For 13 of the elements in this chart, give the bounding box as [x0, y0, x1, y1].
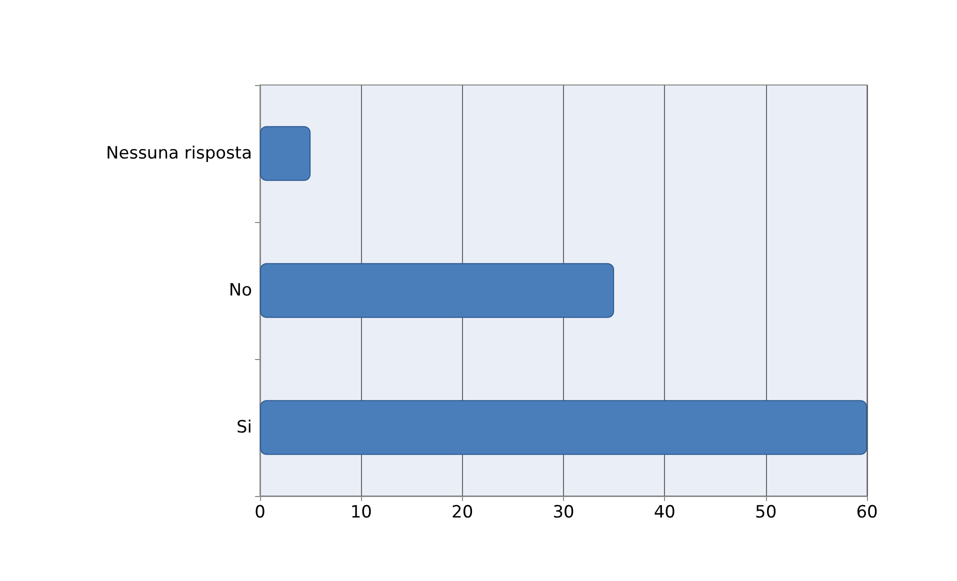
- x-tick-label: 60: [856, 502, 878, 522]
- x-tick-label: 0: [254, 502, 266, 522]
- bar: [260, 126, 311, 181]
- x-tick-label: 20: [452, 502, 474, 522]
- bar: [260, 400, 867, 455]
- y-tick-label: Si: [236, 418, 252, 438]
- bar: [260, 263, 614, 318]
- x-tick-label: 40: [654, 502, 676, 522]
- y-tick-label: No: [228, 280, 252, 300]
- x-tick-label: 10: [350, 502, 372, 522]
- x-tick-label: 50: [755, 502, 777, 522]
- y-tick-label: Nessuna risposta: [106, 144, 252, 164]
- x-tick-label: 30: [552, 502, 574, 522]
